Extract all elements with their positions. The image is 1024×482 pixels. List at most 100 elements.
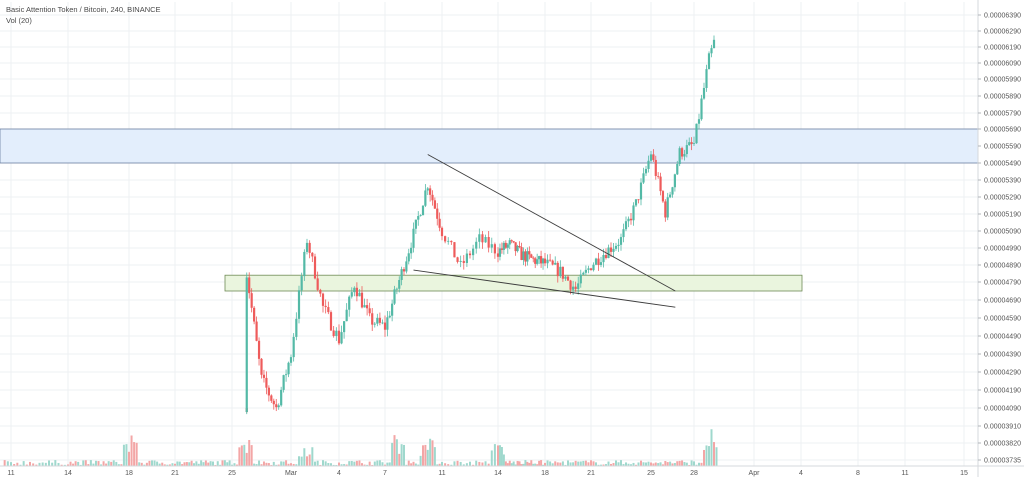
candle-body	[629, 218, 633, 221]
volume-bar	[546, 460, 549, 466]
volume-bar	[676, 461, 679, 466]
candle-body	[502, 242, 505, 250]
trendline-lower[interactable]	[413, 269, 676, 308]
candle-body	[257, 340, 261, 359]
candle-body	[688, 142, 691, 146]
volume-bar	[148, 460, 151, 466]
volume-bar	[620, 460, 622, 466]
candle-body	[510, 240, 513, 242]
candle-body	[642, 173, 645, 183]
volume-bar	[84, 460, 87, 466]
candle-body	[388, 315, 391, 318]
candle-body	[680, 148, 684, 157]
volume-bar	[345, 464, 348, 466]
candle-body	[383, 322, 387, 330]
volume-bar	[366, 464, 369, 466]
candle-body	[504, 242, 507, 248]
candle-body	[566, 276, 570, 281]
candle-body	[516, 245, 519, 252]
candle-body	[313, 256, 317, 279]
candle-body	[532, 257, 535, 259]
volume-pane	[3, 429, 718, 466]
candles	[245, 35, 716, 415]
price-tick-label: 0.00003735	[984, 458, 1021, 465]
candle-body	[431, 194, 434, 201]
volume-bar	[243, 444, 246, 466]
volume-bar	[63, 464, 66, 466]
volume-bar	[465, 463, 468, 466]
volume-bar	[105, 463, 108, 466]
volume-bar	[554, 461, 557, 466]
volume-bar	[544, 462, 546, 466]
volume-bar	[532, 463, 535, 466]
volume-bar	[290, 463, 292, 466]
volume-bar	[490, 450, 493, 466]
candle-body	[695, 123, 698, 144]
trendline-upper[interactable]	[427, 154, 676, 292]
candle-body	[697, 119, 701, 124]
volume-bar	[698, 462, 700, 466]
candle-body	[393, 289, 396, 304]
volume-bar	[363, 464, 366, 466]
resistance-zone[interactable]	[0, 128, 979, 164]
candle-body	[624, 221, 628, 230]
volume-bar	[518, 461, 521, 466]
time-tick-label: 11	[7, 470, 14, 477]
candle-body	[456, 257, 459, 262]
time-tick-label: 25	[647, 470, 655, 477]
candle-body	[652, 154, 655, 160]
volume-bar	[87, 464, 90, 466]
volume-bar	[300, 456, 303, 466]
candle-body	[250, 293, 253, 308]
volume-bar	[536, 464, 539, 466]
volume-bar	[174, 463, 176, 466]
volume-bar	[637, 462, 640, 466]
price-tick-label: 0.00004890	[984, 263, 1021, 270]
volume-bar	[493, 444, 496, 466]
time-tick-label: 28	[690, 470, 698, 477]
volume-bar	[469, 461, 471, 466]
volume-bar	[226, 462, 229, 466]
volume-bar	[332, 464, 335, 466]
volume-bar	[690, 460, 693, 466]
time-tick-label: 7	[383, 470, 387, 477]
volume-bar	[89, 460, 92, 466]
volume-bar	[549, 461, 552, 466]
price-tick-label: 0.00004490	[984, 334, 1021, 341]
volume-bar	[255, 464, 258, 466]
volume-bar	[102, 461, 105, 466]
candle-body	[666, 197, 669, 218]
volume-bar	[295, 464, 298, 466]
volume-bar	[572, 462, 575, 466]
candle-body	[522, 251, 525, 261]
volume-bar	[228, 460, 231, 466]
candle-body	[440, 227, 444, 237]
candle-body	[671, 187, 674, 195]
volume-bar	[579, 461, 582, 466]
volume-bar	[705, 445, 708, 466]
volume-bar	[368, 461, 371, 466]
volume-bar	[207, 462, 210, 466]
support-zone[interactable]	[224, 274, 803, 292]
candle-body	[647, 160, 650, 169]
volume-bar	[100, 464, 103, 466]
volume-bar	[610, 463, 612, 466]
volume-bar	[371, 464, 374, 466]
volume-bar	[130, 435, 133, 466]
volume-bar	[250, 445, 253, 466]
volume-bar	[270, 464, 273, 466]
candle-body	[520, 247, 523, 261]
volume-bar	[381, 462, 384, 466]
volume-bar	[574, 460, 577, 466]
volume-bar	[595, 462, 597, 466]
candle-body	[426, 188, 429, 191]
candle-body	[589, 268, 593, 271]
candle-body	[597, 258, 600, 265]
volume-bar	[125, 444, 128, 466]
volume-bar	[221, 460, 224, 466]
volume-bar	[450, 464, 453, 466]
volume-bar	[181, 464, 184, 466]
